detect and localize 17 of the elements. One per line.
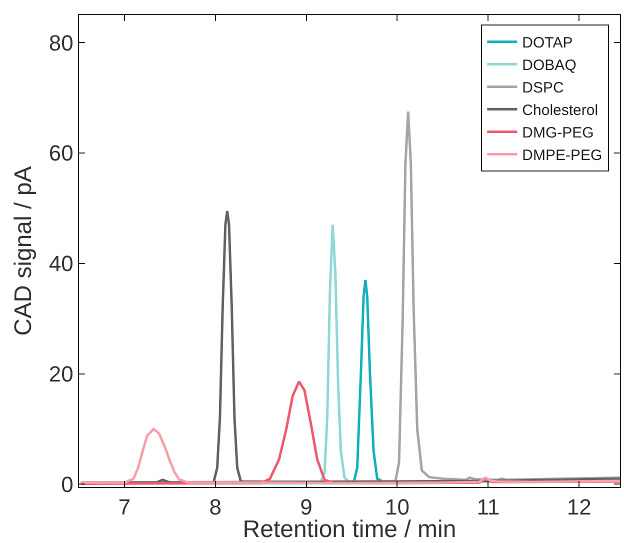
legend-label: DSPC [522,80,564,97]
y-axis-title: CAD signal / pA [10,166,38,336]
legend-label: DMG-PEG [522,124,594,142]
y-tick-label: 40 [48,251,74,276]
x-tick-label: 8 [209,494,222,520]
y-tick-label: 60 [48,140,74,166]
legend-label: Cholesterol [522,102,598,120]
y-tick-label: 20 [48,362,74,387]
line-series [80,428,620,484]
legend-label: DMPE-PEG [522,147,602,164]
legend-label: DOTAP [522,34,573,52]
legend-label: DOBAQ [522,57,576,74]
x-tick-label: 7 [118,494,131,520]
y-tick-label: 80 [48,30,74,56]
y-tick-label: 0 [61,472,74,497]
x-tick-label: 11 [476,494,500,520]
x-tick-label: 12 [566,494,592,520]
